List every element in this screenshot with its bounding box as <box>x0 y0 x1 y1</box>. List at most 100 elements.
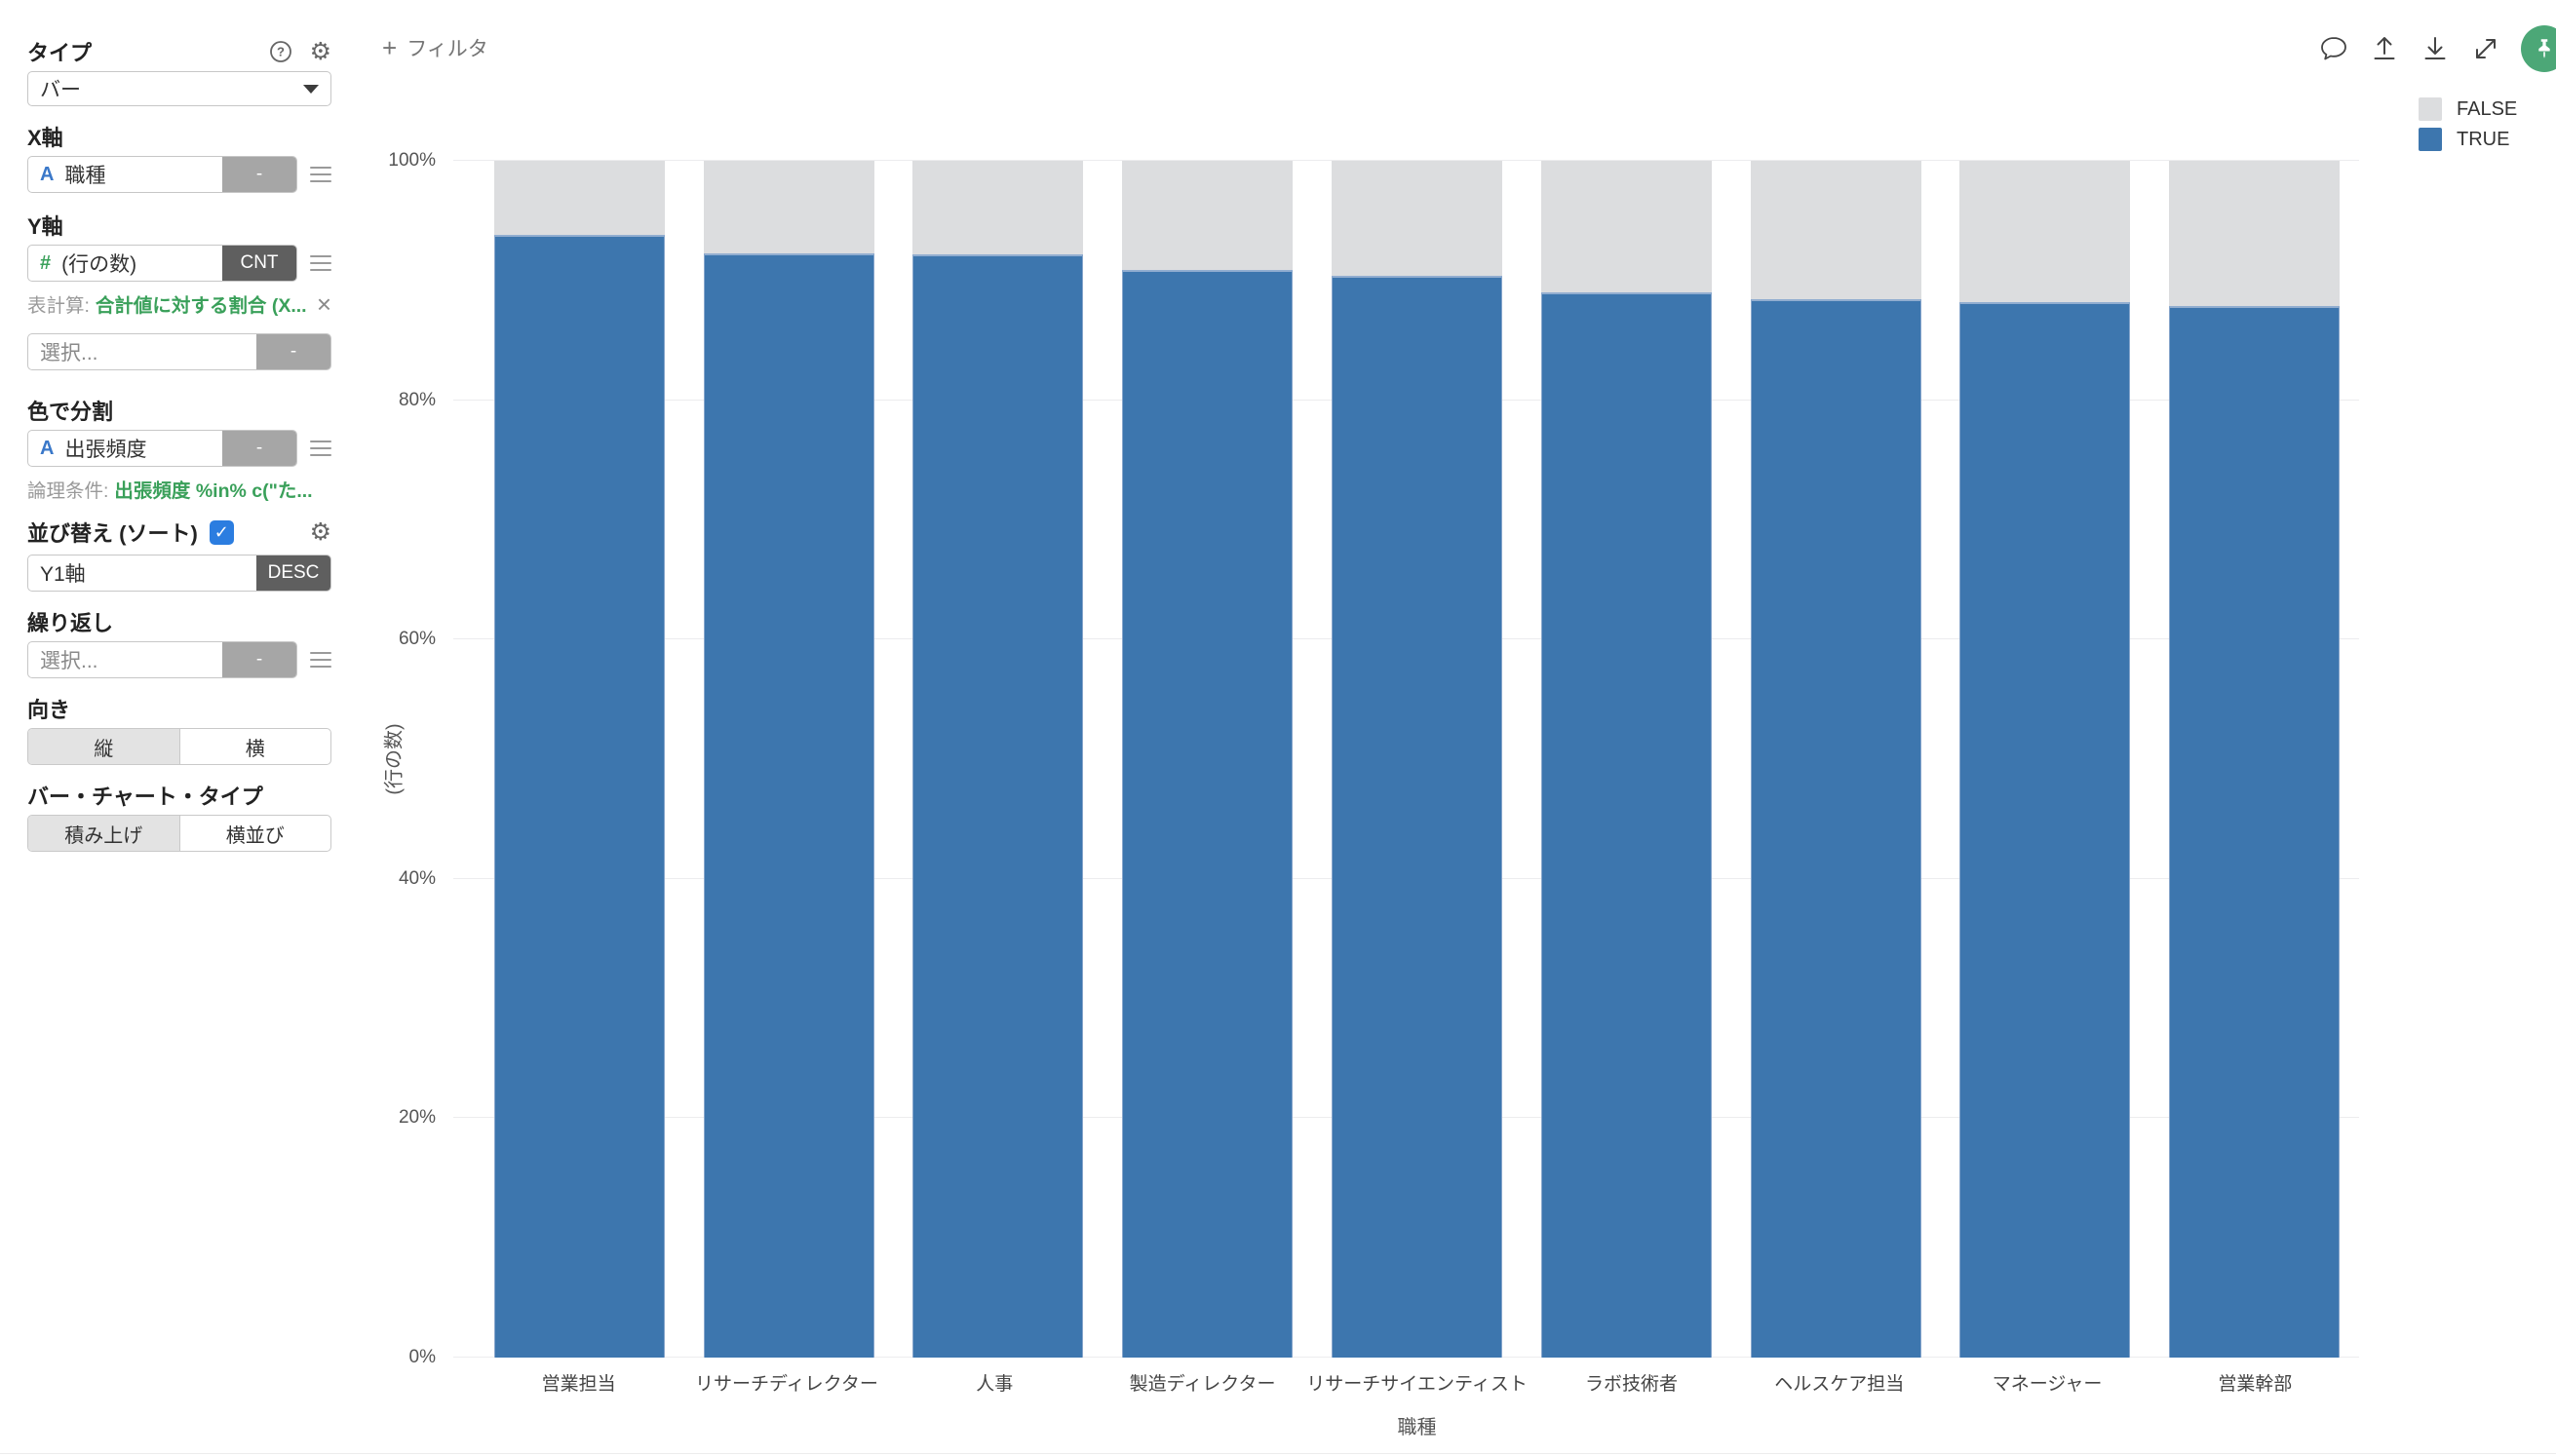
y-tick-label: 20% <box>398 1107 436 1129</box>
download-icon[interactable] <box>2420 33 2451 64</box>
type-section-label: タイプ <box>27 41 93 65</box>
logical-condition-value[interactable]: 出張頻度 %in% c("た... <box>114 480 313 502</box>
y-axis-agg-button[interactable]: CNT <box>222 246 296 281</box>
close-icon[interactable]: × <box>316 288 331 319</box>
bar-segment-false[interactable] <box>1122 161 1294 270</box>
y-axis-menu-icon[interactable] <box>310 254 331 272</box>
bar-segment-false[interactable] <box>2169 161 2341 306</box>
legend-item[interactable]: TRUE <box>2419 128 2517 151</box>
pin-button[interactable] <box>2521 25 2556 72</box>
sort-field[interactable]: Y1軸 DESC <box>27 555 331 592</box>
bar-slot <box>1103 161 1312 1358</box>
x-axis-field[interactable]: A 職種 - <box>27 156 297 193</box>
bar <box>1959 161 2131 1358</box>
sort-direction-button[interactable]: DESC <box>256 556 330 591</box>
settings-gear-icon[interactable]: ⚙ <box>309 37 331 65</box>
y2-axis-agg-button[interactable]: - <box>256 334 330 369</box>
legend: FALSE TRUE <box>2419 97 2517 151</box>
legend-swatch <box>2419 97 2442 121</box>
logical-condition-label: 論理条件: <box>27 480 109 502</box>
bar-type-option-grouped[interactable]: 横並び <box>178 816 331 851</box>
bar-segment-false[interactable] <box>1959 161 2131 302</box>
number-type-icon: # <box>40 251 52 274</box>
gridline <box>453 160 2359 161</box>
color-agg-button[interactable]: - <box>222 431 296 466</box>
sort-checkbox[interactable]: ✓ <box>209 519 234 545</box>
x-axis-agg-button[interactable]: - <box>222 157 296 192</box>
bar-segment-true[interactable] <box>703 252 874 1358</box>
y2-axis-placeholder: 選択... <box>40 342 98 364</box>
repeat-placeholder: 選択... <box>40 650 98 672</box>
y2-axis-field[interactable]: 選択... - <box>27 333 331 370</box>
legend-item[interactable]: FALSE <box>2419 97 2517 121</box>
add-filter-button[interactable]: + フィルタ <box>382 33 488 62</box>
repeat-field[interactable]: 選択... - <box>27 641 297 678</box>
bar <box>703 161 874 1358</box>
bar-segment-true[interactable] <box>1959 301 2131 1358</box>
expand-icon[interactable] <box>2470 33 2501 64</box>
table-calc-value[interactable]: 合計値に対する割合 (X... <box>95 295 307 317</box>
bar-slot <box>2149 161 2359 1358</box>
upload-icon[interactable] <box>2369 33 2400 64</box>
bar-type-toggle: 積み上げ 横並び <box>27 815 331 852</box>
bar <box>912 161 1084 1358</box>
x-tick-label: 人事 <box>976 1374 1014 1395</box>
plot-area <box>453 160 2359 1358</box>
x-axis-menu-icon[interactable] <box>310 166 331 183</box>
bar-slot <box>894 161 1104 1358</box>
x-tick-label: ラボ技術者 <box>1585 1374 1679 1395</box>
y-axis-field[interactable]: # (行の数) CNT <box>27 245 297 282</box>
x-tick-label: 営業幹部 <box>2218 1374 2293 1395</box>
y-axis-section-label: Y軸 <box>27 214 63 239</box>
x-axis-labels: 営業担当 リサーチディレクター 人事 製造ディレクター リサーチサイエンティスト ラボ技術… <box>475 1369 2359 1396</box>
orientation-toggle: 縦 横 <box>27 728 331 765</box>
help-icon[interactable]: ? <box>265 36 296 67</box>
bar-segment-false[interactable] <box>493 161 665 236</box>
y-axis-title: (行の数) <box>383 723 406 795</box>
x-tick-label: マネージャー <box>1992 1374 2103 1395</box>
y-tick-label: 0% <box>408 1347 436 1367</box>
bar-segment-true[interactable] <box>1750 299 1921 1358</box>
bar-segment-true[interactable] <box>912 253 1084 1358</box>
y-axis-field-name: (行の数) <box>61 253 137 276</box>
bar-segment-false[interactable] <box>912 161 1084 254</box>
bar-segment-false[interactable] <box>1332 161 1503 276</box>
bar-slot <box>1522 161 1731 1358</box>
color-field-name: 出張頻度 <box>64 439 147 461</box>
sort-gear-icon[interactable]: ⚙ <box>309 517 331 546</box>
plus-icon: + <box>382 33 398 62</box>
bar-segment-true[interactable] <box>1122 269 1294 1358</box>
x-tick-label: ヘルスケア担当 <box>1774 1374 1905 1395</box>
x-axis-field-name: 職種 <box>64 165 106 187</box>
bar-type-option-stacked[interactable]: 積み上げ <box>28 816 179 851</box>
bar-slot <box>684 161 894 1358</box>
bar-segment-true[interactable] <box>493 235 665 1358</box>
y-tick-label: 100% <box>388 150 436 171</box>
x-tick-label: 営業担当 <box>541 1374 616 1395</box>
bar-segment-false[interactable] <box>703 161 874 253</box>
bar-segment-false[interactable] <box>1540 161 1712 293</box>
bar-segment-true[interactable] <box>1332 275 1503 1358</box>
bar-slot <box>1731 161 1941 1358</box>
bar-segment-true[interactable] <box>2169 305 2341 1358</box>
orientation-option-horizontal[interactable]: 横 <box>178 729 331 764</box>
bar-type-section-label: バー・チャート・タイプ <box>27 785 263 809</box>
orientation-option-vertical[interactable]: 縦 <box>28 729 179 764</box>
bar-segment-true[interactable] <box>1540 292 1712 1358</box>
repeat-menu-icon[interactable] <box>310 651 331 669</box>
color-field[interactable]: A 出張頻度 - <box>27 430 297 467</box>
repeat-agg-button[interactable]: - <box>222 642 296 677</box>
x-axis-section-label: X軸 <box>27 126 63 150</box>
color-menu-icon[interactable] <box>310 440 331 457</box>
pushpin-icon <box>2538 39 2550 58</box>
chart-type-dropdown[interactable]: バー <box>27 71 331 106</box>
chart-toolbar <box>2318 25 2556 72</box>
bar-slot <box>1312 161 1522 1358</box>
logical-condition-row: 論理条件: 出張頻度 %in% c("た... <box>27 475 331 503</box>
table-calc-row: 表計算: 合計値に対する割合 (X... × <box>27 289 331 318</box>
bar-segment-false[interactable] <box>1750 161 1921 300</box>
legend-label: FALSE <box>2457 97 2518 120</box>
y-tick-label: 60% <box>398 629 436 650</box>
comment-icon[interactable] <box>2318 33 2349 64</box>
